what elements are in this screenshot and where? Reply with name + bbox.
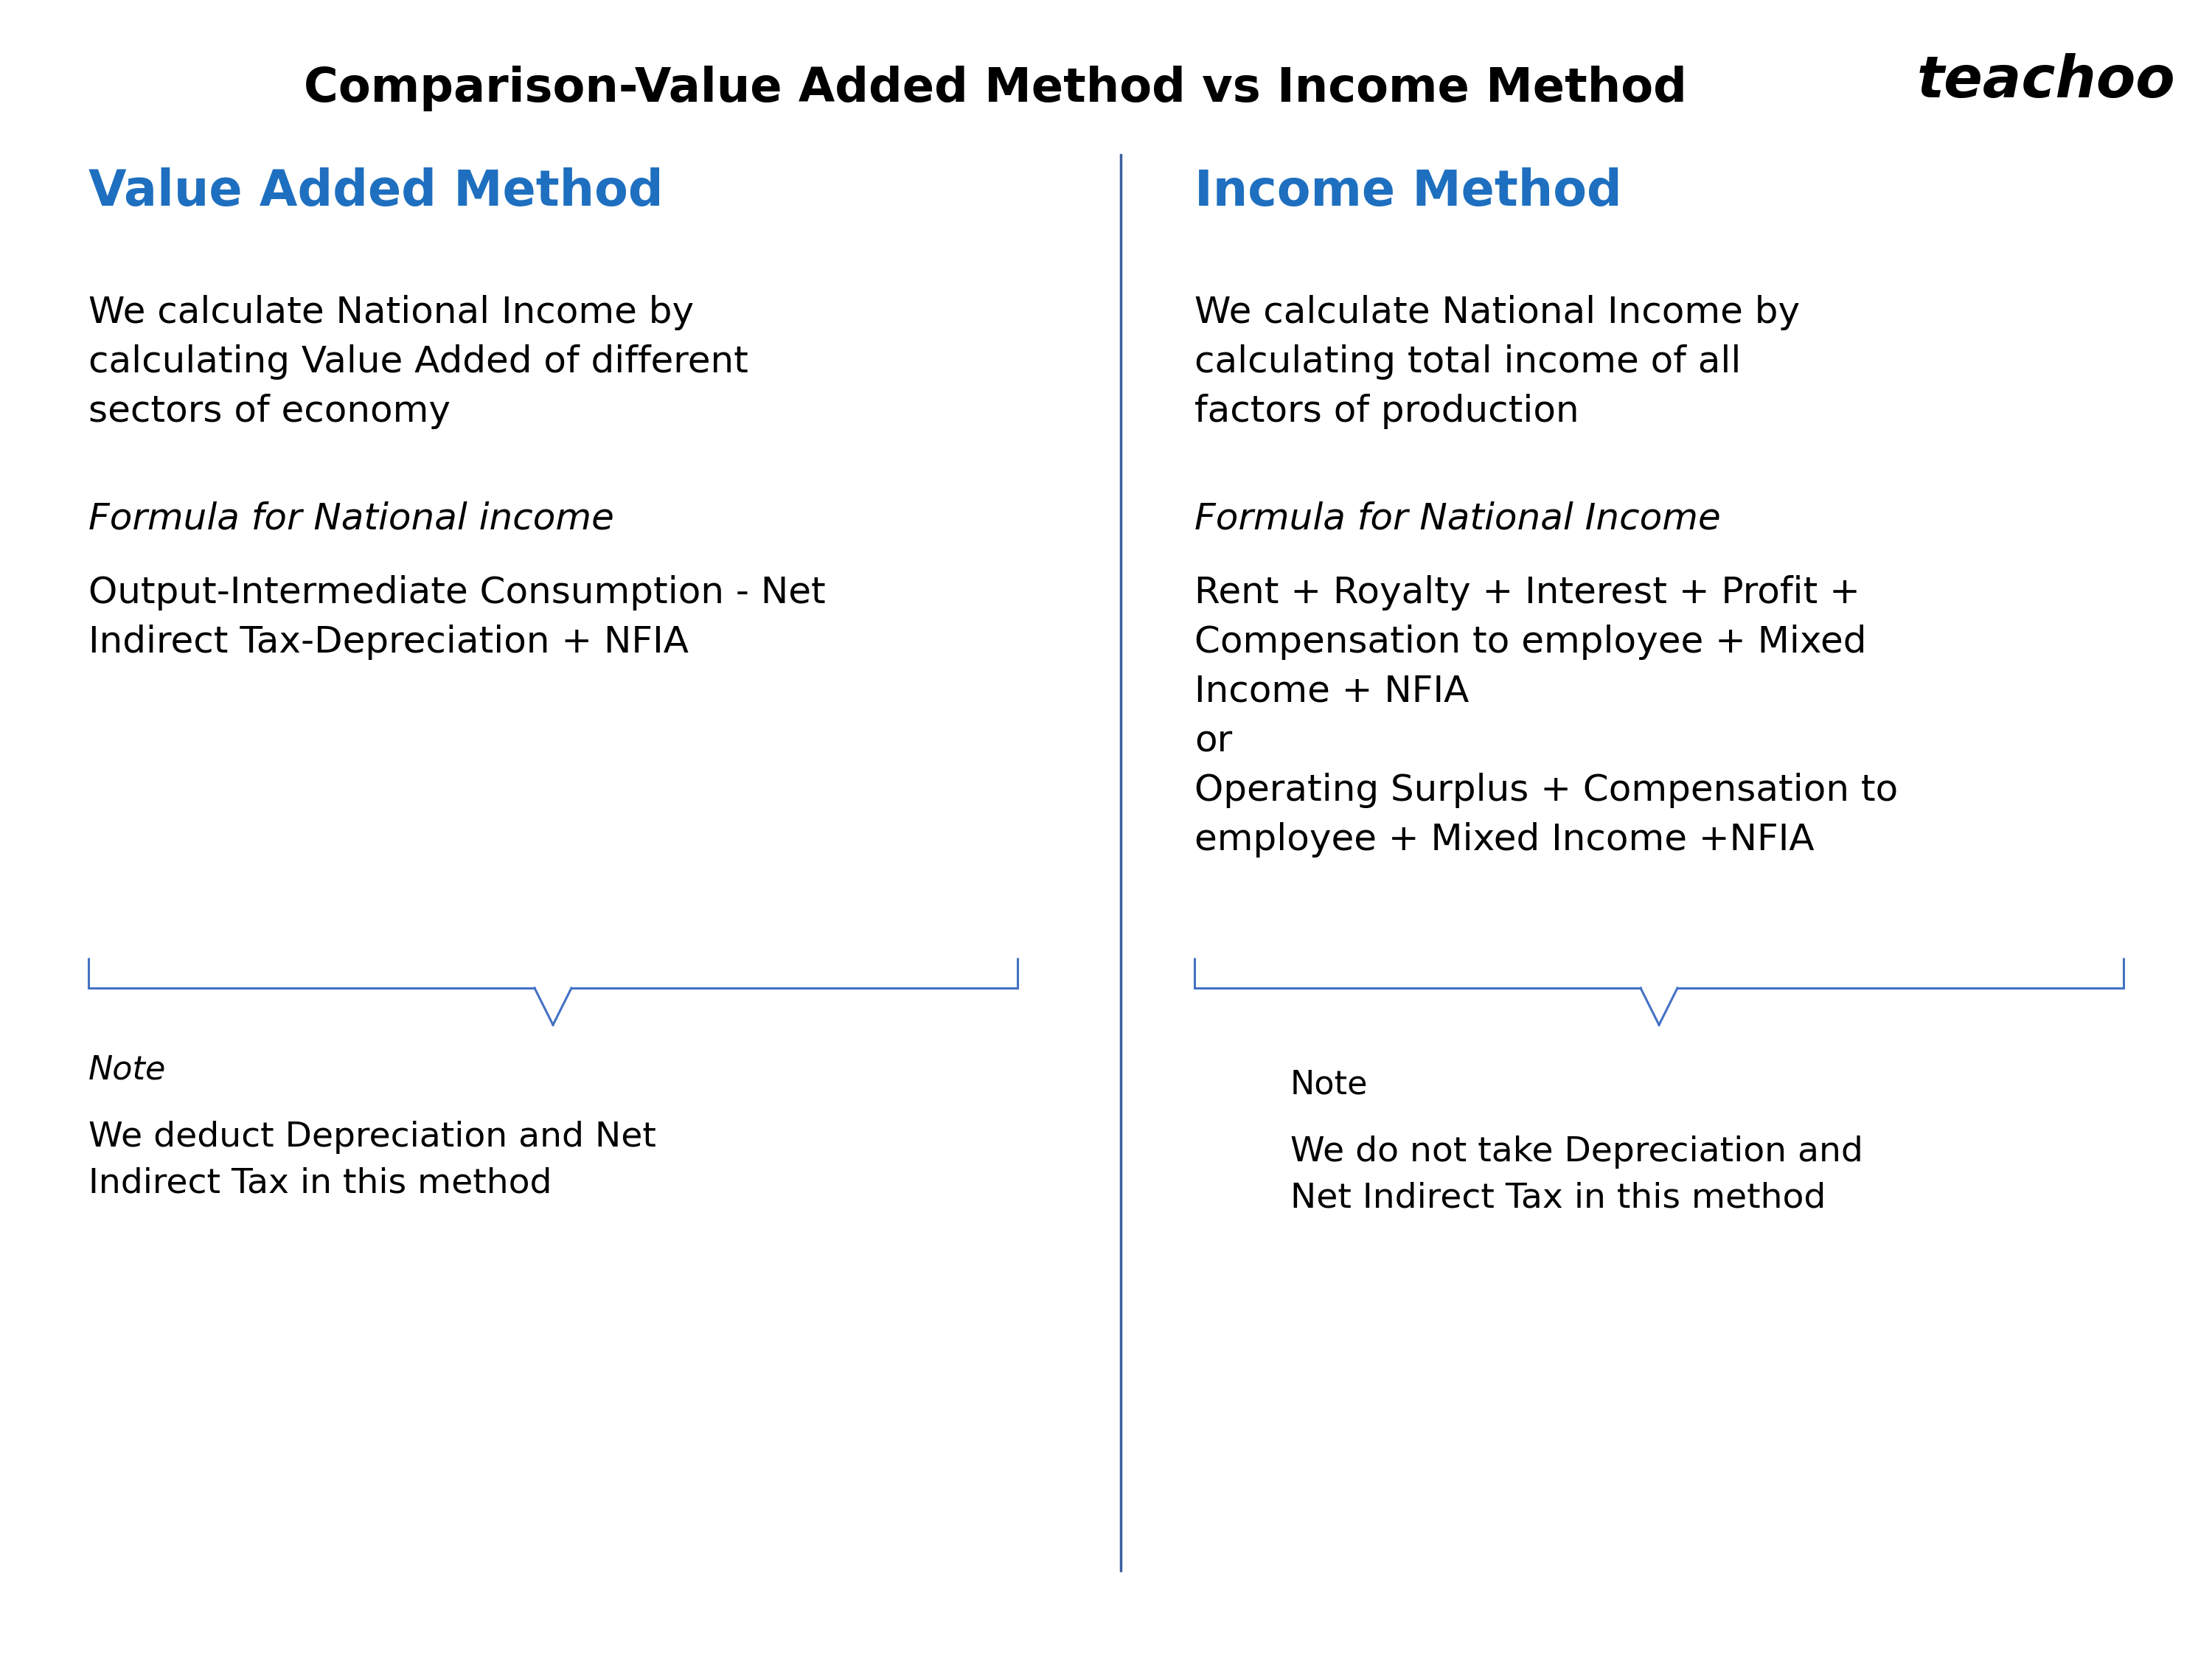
Text: Formula for National income: Formula for National income: [88, 501, 615, 538]
Text: We calculate National Income by
calculating Value Added of different
sectors of : We calculate National Income by calculat…: [88, 295, 748, 430]
Text: Note: Note: [1290, 1068, 1367, 1102]
Text: Income Method: Income Method: [1194, 168, 1621, 216]
Text: Formula for National Income: Formula for National Income: [1194, 501, 1721, 538]
Text: Value Added Method: Value Added Method: [88, 168, 664, 216]
Text: Rent + Royalty + Interest + Profit +
Compensation to employee + Mixed
Income + N: Rent + Royalty + Interest + Profit + Com…: [1194, 576, 1898, 858]
Text: We calculate National Income by
calculating total income of all
factors of produ: We calculate National Income by calculat…: [1194, 295, 1801, 430]
Text: teachoo: teachoo: [1916, 53, 2174, 109]
Text: Note: Note: [88, 1055, 166, 1087]
Text: Output-Intermediate Consumption - Net
Indirect Tax-Depreciation + NFIA: Output-Intermediate Consumption - Net In…: [88, 576, 825, 660]
Text: Comparison-Value Added Method vs Income Method: Comparison-Value Added Method vs Income …: [303, 66, 1688, 111]
Text: We deduct Depreciation and Net
Indirect Tax in this method: We deduct Depreciation and Net Indirect …: [88, 1121, 657, 1199]
Text: We do not take Depreciation and
Net Indirect Tax in this method: We do not take Depreciation and Net Indi…: [1290, 1135, 1863, 1214]
